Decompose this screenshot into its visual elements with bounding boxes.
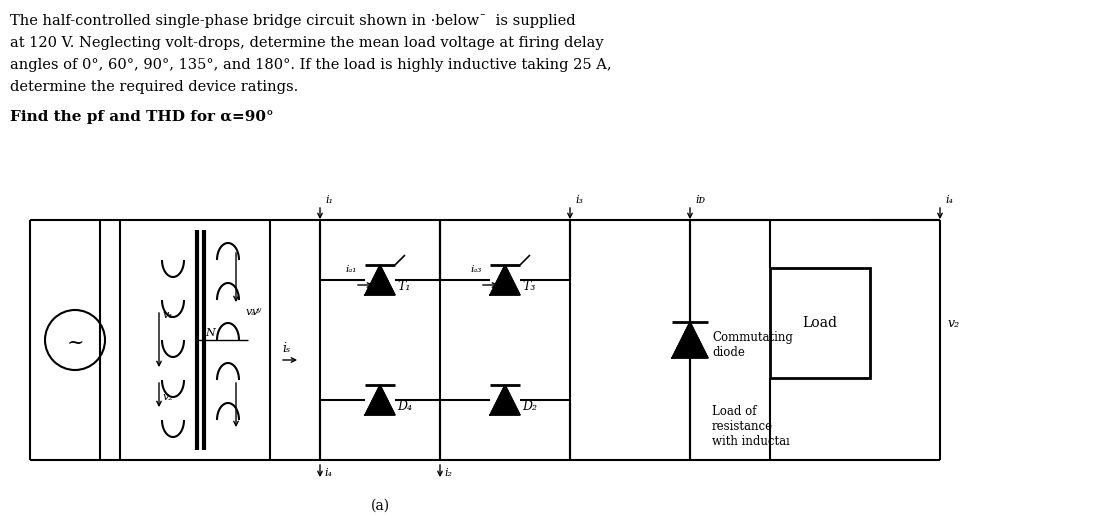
Text: vₐ: vₐ: [246, 307, 256, 317]
Polygon shape: [365, 385, 395, 415]
Polygon shape: [490, 265, 520, 295]
Text: Find the pf and THD for α=90°: Find the pf and THD for α=90°: [10, 110, 274, 124]
Text: at 120 V. Neglecting volt-drops, determine the mean load voltage at firing delay: at 120 V. Neglecting volt-drops, determi…: [10, 36, 603, 50]
Polygon shape: [365, 265, 395, 295]
Text: v₁: v₁: [163, 310, 173, 320]
Text: angles of 0°, 60°, 90°, 135°, and 180°. If the load is highly inductive taking 2: angles of 0°, 60°, 90°, 135°, and 180°. …: [10, 58, 612, 72]
Text: iₐ₁: iₐ₁: [345, 265, 356, 274]
Text: iₐ₃: iₐ₃: [470, 265, 481, 274]
Text: D₄: D₄: [397, 400, 412, 413]
Text: ~: ~: [66, 334, 84, 353]
Text: T₃: T₃: [521, 280, 535, 293]
Text: Commutating
diode: Commutating diode: [712, 331, 793, 359]
Text: vʸ: vʸ: [252, 307, 262, 317]
Text: The half-controlled single-phase bridge circuit shown in ·below¯  is supplied: The half-controlled single-phase bridge …: [10, 14, 575, 28]
Text: iᴅ: iᴅ: [695, 195, 705, 205]
Text: i₃: i₃: [575, 195, 583, 205]
Text: Load of
resistance
with inductaı: Load of resistance with inductaı: [712, 405, 790, 448]
Bar: [770, 268, 869, 378]
Text: Load: Load: [802, 316, 837, 330]
Text: v₂: v₂: [948, 316, 960, 329]
Text: (a): (a): [370, 499, 389, 513]
Polygon shape: [490, 385, 520, 415]
Text: T₁: T₁: [397, 280, 411, 293]
Text: i₄: i₄: [946, 195, 953, 205]
Text: i₄: i₄: [325, 468, 332, 478]
Polygon shape: [673, 322, 708, 358]
Text: N: N: [205, 328, 215, 338]
Text: determine the required device ratings.: determine the required device ratings.: [10, 80, 299, 94]
Text: i₂: i₂: [444, 468, 452, 478]
Text: D₂: D₂: [521, 400, 537, 413]
Text: iₛ: iₛ: [282, 342, 290, 355]
Text: v₂: v₂: [163, 392, 173, 402]
Text: i₁: i₁: [325, 195, 333, 205]
